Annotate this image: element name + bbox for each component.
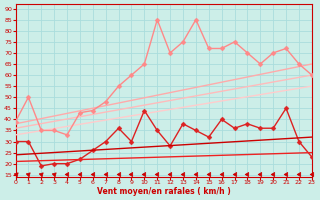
X-axis label: Vent moyen/en rafales ( km/h ): Vent moyen/en rafales ( km/h ) <box>97 187 230 196</box>
